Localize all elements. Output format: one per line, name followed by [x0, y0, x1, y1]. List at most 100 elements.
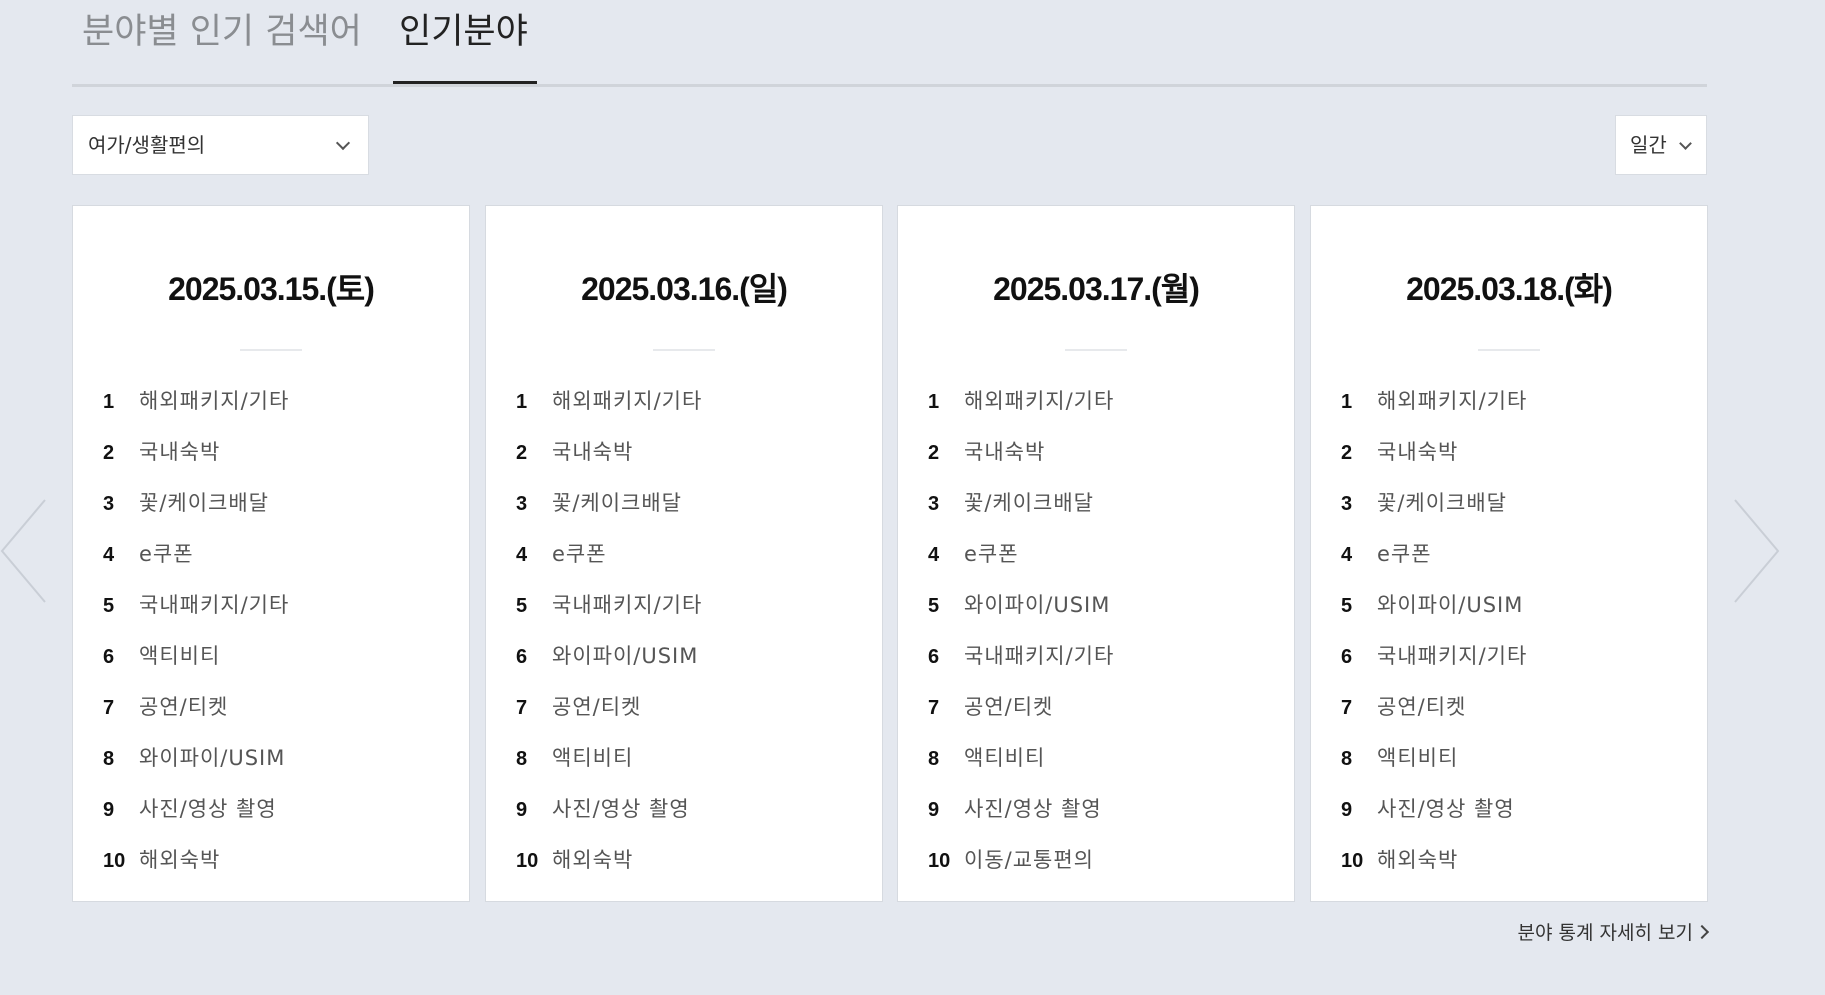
- list-item[interactable]: 8 액티비티: [516, 733, 702, 784]
- rank-number: 5: [1341, 595, 1353, 617]
- list-item[interactable]: 10 해외숙박: [103, 835, 289, 886]
- list-item[interactable]: 1 해외패키지/기타: [516, 376, 702, 427]
- period-select[interactable]: 일간: [1615, 115, 1707, 175]
- rank-category: 해외패키지/기타: [1377, 389, 1528, 413]
- list-item[interactable]: 4 e쿠폰: [516, 529, 702, 580]
- rank-number: 5: [516, 595, 528, 617]
- rank-list: 1 해외패키지/기타 2 국내숙박 3 꽃/케이크배달 4 e쿠폰 5 국내패키지/기타 …: [516, 376, 702, 886]
- divider: [653, 349, 715, 351]
- list-item[interactable]: 5 와이파이/USIM: [1341, 580, 1527, 631]
- rank-category: 사진/영상 촬영: [552, 797, 690, 821]
- list-item[interactable]: 4 e쿠폰: [103, 529, 289, 580]
- list-item[interactable]: 2 국내숙박: [103, 427, 289, 478]
- list-item[interactable]: 1 해외패키지/기타: [103, 376, 289, 427]
- list-item[interactable]: 10 해외숙박: [516, 835, 702, 886]
- rank-number: 7: [103, 697, 115, 719]
- rank-list: 1 해외패키지/기타 2 국내숙박 3 꽃/케이크배달 4 e쿠폰 5 국내패키지/기타 …: [103, 376, 289, 886]
- rank-number: 7: [928, 697, 940, 719]
- list-item[interactable]: 9 사진/영상 촬영: [1341, 784, 1527, 835]
- divider: [1478, 349, 1540, 351]
- list-item[interactable]: 1 해외패키지/기타: [928, 376, 1114, 427]
- rank-category: 와이파이/USIM: [139, 746, 286, 770]
- rank-number: 7: [1341, 697, 1353, 719]
- rank-number: 4: [516, 544, 528, 566]
- rank-category: 국내패키지/기타: [964, 644, 1115, 668]
- list-item[interactable]: 1 해외패키지/기타: [1341, 376, 1527, 427]
- rank-number: 1: [103, 391, 115, 413]
- rank-category: 국내숙박: [552, 440, 634, 464]
- ranking-card: 2025.03.15.(토) 1 해외패키지/기타 2 국내숙박 3 꽃/케이크배달 …: [72, 205, 470, 902]
- chevron-down-icon: [335, 135, 351, 151]
- rank-category: 사진/영상 촬영: [1377, 797, 1515, 821]
- rank-category: 공연/티켓: [139, 695, 229, 719]
- rank-category: 공연/티켓: [552, 695, 642, 719]
- list-item[interactable]: 8 액티비티: [1341, 733, 1527, 784]
- rank-category: 와이파이/USIM: [964, 593, 1111, 617]
- list-item[interactable]: 3 꽃/케이크배달: [103, 478, 289, 529]
- rank-category: 국내숙박: [139, 440, 221, 464]
- ranking-card: 2025.03.16.(일) 1 해외패키지/기타 2 국내숙박 3 꽃/케이크배달 …: [485, 205, 883, 902]
- rank-category: 액티비티: [552, 746, 634, 770]
- list-item[interactable]: 6 액티비티: [103, 631, 289, 682]
- list-item[interactable]: 5 와이파이/USIM: [928, 580, 1114, 631]
- rank-category: 이동/교통편의: [964, 848, 1094, 872]
- rank-category: 국내숙박: [964, 440, 1046, 464]
- list-item[interactable]: 6 국내패키지/기타: [928, 631, 1114, 682]
- rank-number: 9: [103, 799, 115, 821]
- list-item[interactable]: 10 이동/교통편의: [928, 835, 1114, 886]
- card-date: 2025.03.18.(화): [1406, 271, 1613, 307]
- list-item[interactable]: 5 국내패키지/기타: [516, 580, 702, 631]
- list-item[interactable]: 8 액티비티: [928, 733, 1114, 784]
- list-item[interactable]: 9 사진/영상 촬영: [103, 784, 289, 835]
- rank-number: 10: [928, 850, 951, 872]
- list-item[interactable]: 7 공연/티켓: [516, 682, 702, 733]
- rank-category: 꽃/케이크배달: [552, 491, 682, 515]
- category-select[interactable]: 여가/생활편의: [72, 115, 369, 175]
- rank-number: 5: [103, 595, 115, 617]
- list-item[interactable]: 7 공연/티켓: [1341, 682, 1527, 733]
- rank-number: 3: [1341, 493, 1353, 515]
- list-item[interactable]: 2 국내숙박: [516, 427, 702, 478]
- list-item[interactable]: 6 와이파이/USIM: [516, 631, 702, 682]
- rank-number: 4: [1341, 544, 1353, 566]
- next-button[interactable]: [1733, 495, 1803, 615]
- rank-list: 1 해외패키지/기타 2 국내숙박 3 꽃/케이크배달 4 e쿠폰 5 와이파이/USIM…: [1341, 376, 1527, 886]
- list-item[interactable]: 3 꽃/케이크배달: [1341, 478, 1527, 529]
- list-item[interactable]: 3 꽃/케이크배달: [928, 478, 1114, 529]
- rank-category: 꽃/케이크배달: [1377, 491, 1507, 515]
- rank-category: 액티비티: [964, 746, 1046, 770]
- rank-category: 꽃/케이크배달: [964, 491, 1094, 515]
- rank-number: 8: [1341, 748, 1353, 770]
- rank-number: 3: [103, 493, 115, 515]
- rank-number: 1: [516, 391, 528, 413]
- rank-number: 8: [928, 748, 940, 770]
- rank-list: 1 해외패키지/기타 2 국내숙박 3 꽃/케이크배달 4 e쿠폰 5 와이파이/USIM…: [928, 376, 1114, 886]
- rank-number: 9: [928, 799, 940, 821]
- tab-bar: 분야별 인기 검색어 인기분야: [72, 0, 1707, 87]
- rank-category: 해외숙박: [139, 848, 221, 872]
- list-item[interactable]: 2 국내숙박: [928, 427, 1114, 478]
- list-item[interactable]: 5 국내패키지/기타: [103, 580, 289, 631]
- list-item[interactable]: 2 국내숙박: [1341, 427, 1527, 478]
- card-date: 2025.03.16.(일): [581, 271, 788, 307]
- list-item[interactable]: 7 공연/티켓: [103, 682, 289, 733]
- list-item[interactable]: 9 사진/영상 촬영: [516, 784, 702, 835]
- prev-button[interactable]: [0, 495, 70, 615]
- rank-number: 6: [928, 646, 940, 668]
- list-item[interactable]: 9 사진/영상 촬영: [928, 784, 1114, 835]
- rank-number: 2: [103, 442, 115, 464]
- list-item[interactable]: 7 공연/티켓: [928, 682, 1114, 733]
- list-item[interactable]: 4 e쿠폰: [928, 529, 1114, 580]
- list-item[interactable]: 6 국내패키지/기타: [1341, 631, 1527, 682]
- rank-category: e쿠폰: [1377, 542, 1432, 566]
- list-item[interactable]: 10 해외숙박: [1341, 835, 1527, 886]
- list-item[interactable]: 8 와이파이/USIM: [103, 733, 289, 784]
- tab-popular-categories[interactable]: 인기분야: [393, 0, 537, 84]
- tab-popular-keywords[interactable]: 분야별 인기 검색어: [82, 12, 362, 52]
- list-item[interactable]: 3 꽃/케이크배달: [516, 478, 702, 529]
- view-details-link[interactable]: 분야 통계 자세히 보기: [1518, 918, 1710, 945]
- ranking-card: 2025.03.17.(월) 1 해외패키지/기타 2 국내숙박 3 꽃/케이크배달 …: [897, 205, 1295, 902]
- rank-number: 10: [516, 850, 539, 872]
- rank-number: 4: [928, 544, 940, 566]
- list-item[interactable]: 4 e쿠폰: [1341, 529, 1527, 580]
